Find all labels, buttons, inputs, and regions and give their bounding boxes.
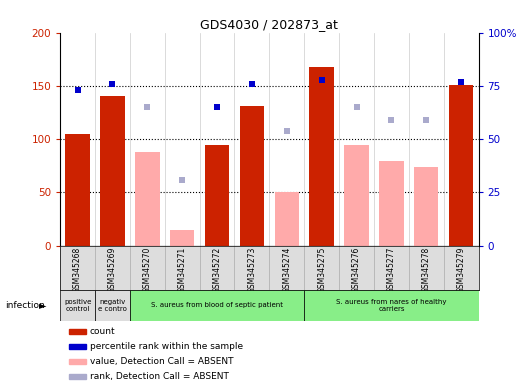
Text: value, Detection Call = ABSENT: value, Detection Call = ABSENT (89, 357, 233, 366)
Bar (379, 161, 404, 246)
Text: GSM345271: GSM345271 (178, 247, 187, 293)
Bar (275, 192, 299, 246)
Bar (65, 134, 90, 246)
Bar (205, 144, 229, 246)
FancyBboxPatch shape (130, 290, 304, 321)
Text: GSM345275: GSM345275 (317, 247, 326, 293)
Text: S. aureus from nares of healthy
carriers: S. aureus from nares of healthy carriers (336, 299, 447, 312)
Bar (70, 374, 86, 379)
Text: GSM345268: GSM345268 (73, 247, 82, 293)
Text: GSM345278: GSM345278 (422, 247, 431, 293)
FancyBboxPatch shape (304, 290, 479, 321)
Text: GSM345277: GSM345277 (387, 247, 396, 293)
Text: percentile rank within the sample: percentile rank within the sample (89, 342, 243, 351)
Bar (414, 167, 438, 246)
Text: count: count (89, 327, 115, 336)
Bar (310, 67, 334, 246)
Text: S. aureus from blood of septic patient: S. aureus from blood of septic patient (151, 302, 283, 308)
Bar (70, 329, 86, 334)
Bar (170, 230, 195, 246)
Title: GDS4030 / 202873_at: GDS4030 / 202873_at (200, 18, 338, 31)
Text: rank, Detection Call = ABSENT: rank, Detection Call = ABSENT (89, 372, 229, 381)
Text: positive
control: positive control (64, 299, 92, 312)
Bar (449, 85, 473, 246)
Text: GSM345279: GSM345279 (457, 247, 465, 293)
Text: GSM345269: GSM345269 (108, 247, 117, 293)
FancyBboxPatch shape (95, 290, 130, 321)
Bar (70, 359, 86, 364)
Bar (344, 144, 369, 246)
Text: ►: ► (39, 300, 47, 310)
Text: GSM345276: GSM345276 (352, 247, 361, 293)
Text: infection: infection (5, 301, 45, 310)
Bar (100, 96, 124, 246)
Text: GSM345274: GSM345274 (282, 247, 291, 293)
Bar (240, 106, 264, 246)
Bar (70, 344, 86, 349)
Text: negativ
e contro: negativ e contro (98, 299, 127, 312)
FancyBboxPatch shape (60, 290, 95, 321)
Text: GSM345273: GSM345273 (247, 247, 256, 293)
Text: GSM345272: GSM345272 (212, 247, 222, 293)
Text: GSM345270: GSM345270 (143, 247, 152, 293)
Bar (135, 152, 160, 246)
